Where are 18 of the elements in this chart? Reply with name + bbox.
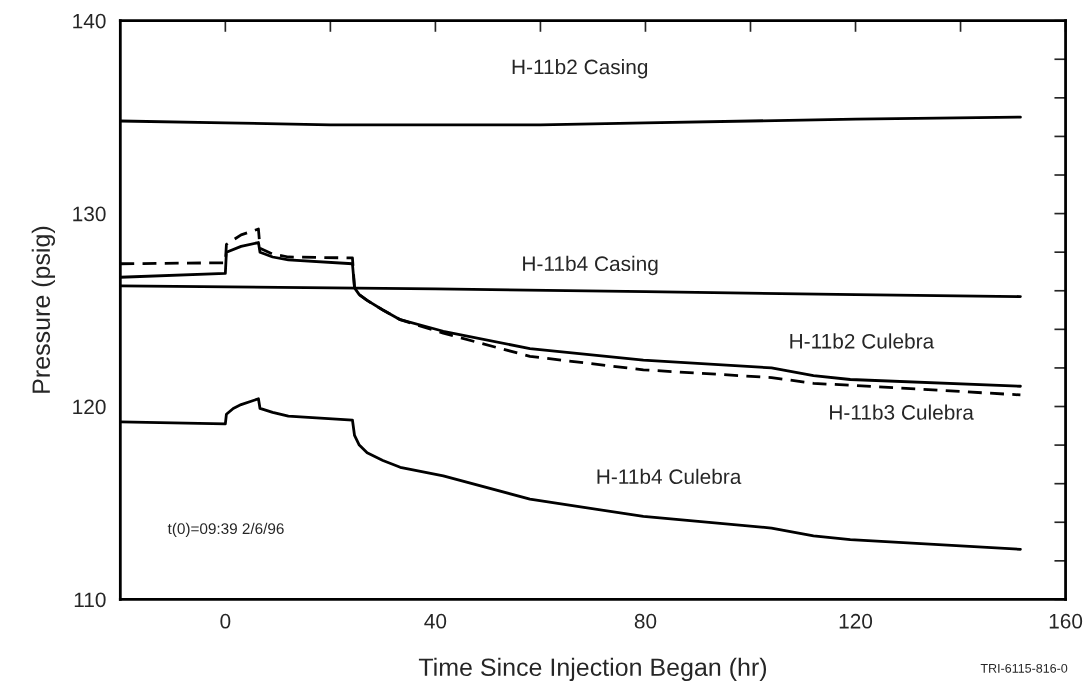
series-label: H-11b4 Culebra xyxy=(597,468,742,485)
text: TRI-6115-816-0 xyxy=(980,663,1068,673)
series-label: H-11b3 Culebra xyxy=(830,404,974,420)
y-axis-title: Pressure (psig) xyxy=(31,226,56,393)
x-tick-label: 80 xyxy=(634,613,657,629)
x-tick-label: 120 xyxy=(839,613,873,629)
series-label: H-11b4 Casing xyxy=(523,255,658,276)
text: H-11b2 Casing xyxy=(512,59,648,79)
x-axis-title: Time Since Injection Began (hr) xyxy=(418,657,767,682)
annotation: t(0)=09:39 2/6/96 xyxy=(167,522,284,538)
x-tick-label: 160 xyxy=(1049,613,1083,629)
y-tick-label: 120 xyxy=(73,399,106,415)
series-label: H-11b2 Culebra xyxy=(790,333,935,349)
x-tick-label: 0 xyxy=(220,613,231,629)
y-tick-label: 110 xyxy=(74,592,106,608)
y-tick-label: 130 xyxy=(73,206,106,222)
x-tick-label: 40 xyxy=(424,613,447,629)
y-tick-label: 140 xyxy=(73,13,106,29)
